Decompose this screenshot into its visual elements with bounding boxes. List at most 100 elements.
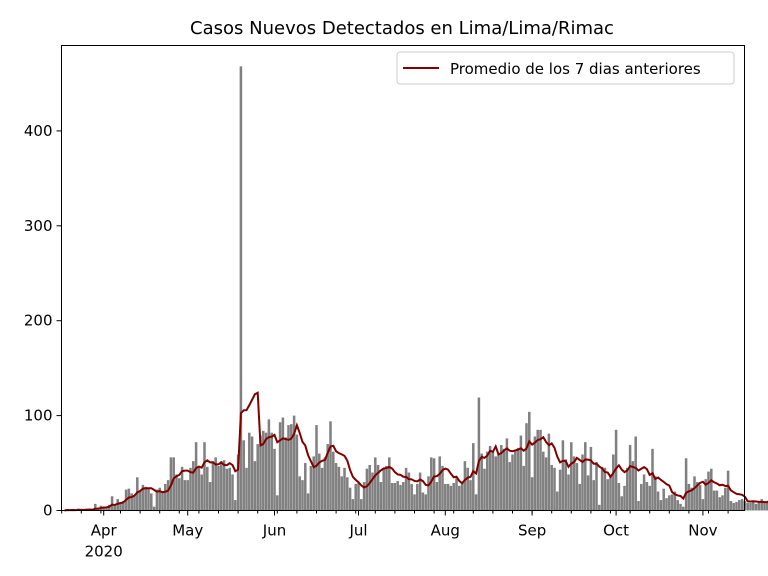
bar — [421, 492, 425, 511]
bar — [292, 415, 296, 511]
moving-average-line — [64, 391, 768, 512]
bar — [603, 467, 607, 511]
bar — [729, 501, 733, 511]
bar — [749, 502, 752, 511]
bar — [516, 447, 520, 511]
bar — [256, 444, 259, 511]
bar — [189, 467, 192, 511]
bar — [634, 436, 637, 511]
x-tick-label: Oct — [603, 522, 629, 540]
x-tick-label: Apr — [91, 522, 118, 540]
bar — [628, 445, 632, 511]
bar — [455, 478, 458, 511]
bar — [642, 474, 646, 511]
bar — [435, 482, 439, 511]
x-tick-label: Jun — [262, 522, 286, 540]
y-tick-label: 200 — [24, 312, 53, 330]
bar — [158, 487, 161, 511]
bar — [424, 494, 427, 511]
bar — [304, 463, 307, 511]
bar — [393, 482, 397, 511]
bar — [253, 461, 257, 511]
bar — [217, 465, 220, 511]
bar — [511, 454, 514, 511]
bar — [572, 456, 576, 511]
bar — [340, 476, 343, 511]
bar — [208, 482, 212, 511]
bar — [298, 476, 301, 511]
bar — [693, 476, 696, 511]
x-tick-label: Nov — [688, 522, 717, 540]
bar — [183, 480, 187, 511]
bar — [206, 466, 209, 511]
bar — [186, 480, 189, 511]
bar — [651, 448, 654, 511]
bar — [318, 453, 321, 511]
bar — [449, 485, 453, 511]
bar — [550, 464, 553, 511]
bar — [609, 476, 612, 511]
bar — [236, 454, 240, 511]
bar — [172, 457, 175, 511]
bar — [203, 442, 206, 511]
bar — [547, 433, 551, 511]
bar — [264, 432, 268, 511]
bar — [368, 464, 371, 511]
bar — [500, 445, 503, 511]
bar — [494, 456, 497, 511]
bar — [144, 486, 147, 511]
bar — [760, 499, 763, 511]
bar — [267, 419, 271, 511]
bar — [390, 482, 394, 511]
legend: Promedio de los 7 dias anteriores — [396, 51, 735, 85]
bar — [645, 482, 649, 511]
bar — [245, 467, 248, 511]
bar — [617, 482, 621, 511]
bar — [320, 467, 324, 511]
bar — [105, 507, 108, 511]
bar — [668, 495, 671, 511]
y-tick-label: 400 — [24, 122, 53, 140]
bar — [225, 468, 229, 511]
bar — [248, 432, 251, 511]
bar — [662, 488, 665, 511]
bar — [273, 448, 276, 511]
x-tick-label: Sep — [518, 522, 546, 540]
bar — [432, 458, 436, 511]
y-tick-label: 300 — [24, 217, 53, 235]
bar — [754, 503, 758, 511]
bar — [704, 479, 707, 511]
bar — [721, 495, 724, 511]
bars-group — [66, 66, 768, 511]
bar — [228, 467, 231, 511]
bar — [752, 501, 755, 511]
y-tick-label: 100 — [24, 407, 53, 425]
bar — [113, 505, 117, 511]
bar — [606, 479, 609, 511]
bar — [278, 422, 282, 511]
bar — [119, 501, 122, 511]
bar — [138, 491, 142, 511]
bar — [682, 506, 685, 511]
bar — [410, 483, 413, 511]
bar — [586, 475, 590, 511]
bar — [564, 459, 567, 511]
bar — [656, 491, 660, 511]
bar — [684, 458, 688, 511]
bar — [710, 468, 713, 511]
bar — [402, 482, 405, 511]
bar — [365, 468, 369, 511]
bar — [679, 503, 682, 511]
bar — [575, 463, 579, 511]
bar — [766, 502, 768, 511]
bar — [567, 474, 570, 511]
bar — [152, 506, 156, 511]
bar — [595, 462, 598, 511]
bar — [110, 496, 114, 511]
bar — [222, 460, 226, 511]
bar — [150, 493, 153, 511]
bar — [477, 397, 481, 511]
bar — [452, 482, 455, 511]
bar — [220, 461, 223, 511]
bar — [687, 483, 691, 511]
